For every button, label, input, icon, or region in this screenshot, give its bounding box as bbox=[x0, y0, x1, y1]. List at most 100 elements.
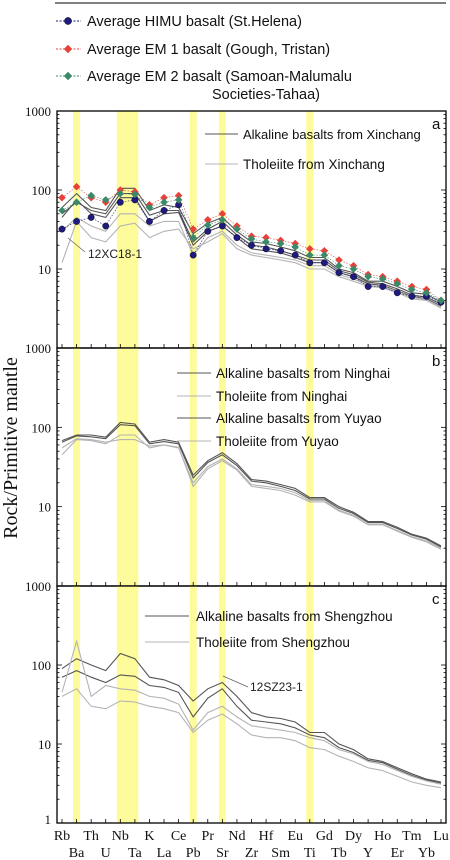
highlight-band-Ba bbox=[73, 348, 81, 586]
annotation-leader bbox=[67, 237, 86, 253]
y-ticks bbox=[57, 347, 446, 587]
em2-point bbox=[408, 285, 416, 294]
panel-legend-label: Tholeiite from Shengzhou bbox=[196, 635, 350, 650]
himu-point bbox=[277, 247, 285, 255]
em2-point bbox=[87, 191, 95, 200]
em2-point bbox=[116, 189, 125, 198]
em2-point bbox=[145, 203, 154, 212]
y-tick-label: 100 bbox=[32, 420, 52, 435]
panel-c: 1000 100 10 1 c Alkaline basalts from Shengzh… bbox=[25, 579, 447, 827]
sample-annotation: 12SZ23-1 bbox=[250, 680, 303, 694]
y-ticks bbox=[57, 110, 446, 349]
em2-point bbox=[320, 251, 329, 259]
em2-point bbox=[218, 215, 227, 224]
x-tick-label-tm: Tm bbox=[402, 829, 422, 844]
legend-label: Average EM 2 basalt (Samoan-Malumalu bbox=[87, 69, 352, 85]
em1-point bbox=[218, 209, 227, 218]
panel-b: 1000 100 10 b Alkaline basalts from Ninghai T… bbox=[25, 341, 447, 587]
x-tick-label-y: Y bbox=[363, 846, 373, 860]
legend-label-continued: Societies-Tahaa) bbox=[212, 87, 320, 103]
alkaline-sample-line bbox=[61, 652, 442, 783]
himu-point bbox=[379, 283, 387, 290]
em2-point bbox=[203, 221, 212, 229]
himu-point bbox=[262, 245, 270, 253]
x-tick-label-pr: Pr bbox=[202, 829, 215, 844]
em2-point bbox=[306, 251, 314, 259]
legend-label: Average EM 1 basalt (Gough, Tristan) bbox=[87, 42, 330, 58]
em1-point bbox=[335, 256, 343, 264]
panel-frame bbox=[56, 347, 447, 587]
x-tick-label-lu: Lu bbox=[433, 829, 449, 844]
alkaline-sample-line bbox=[61, 669, 442, 784]
himu-point bbox=[306, 259, 314, 267]
panel-legend-label: Alkaline basalts from Ninghai bbox=[216, 366, 390, 381]
em2-point bbox=[349, 265, 358, 273]
em1-point bbox=[160, 193, 168, 202]
x-tick-label-pb: Pb bbox=[186, 846, 201, 860]
y-tick-label: 100 bbox=[32, 183, 52, 198]
em2-point bbox=[72, 198, 81, 207]
panel-legend-label: Tholeiite from Yuyao bbox=[216, 434, 339, 449]
highlight-band-Nb bbox=[116, 586, 139, 823]
x-tick-label-zr: Zr bbox=[245, 846, 259, 860]
himu-point bbox=[233, 234, 241, 241]
tholeiite-sample-line bbox=[61, 438, 442, 550]
em1-point bbox=[58, 193, 66, 202]
y-tick-label: 10 bbox=[38, 262, 51, 277]
y-tick-label: 10 bbox=[38, 500, 51, 515]
panel-legend-label: Tholeiite from Ninghai bbox=[216, 389, 347, 404]
em2-point bbox=[247, 235, 256, 243]
em2-point bbox=[160, 198, 168, 207]
x-tick-label-ta: Ta bbox=[128, 846, 143, 860]
em1-point bbox=[189, 225, 197, 233]
em1-point bbox=[203, 215, 212, 224]
himu-point bbox=[189, 251, 197, 259]
chart-panels: 1000 100 10 a Alkaline basalts from Xinchang… bbox=[25, 104, 447, 827]
em2-point bbox=[437, 296, 445, 305]
em2-point bbox=[131, 190, 139, 199]
highlight-band-Pb bbox=[189, 348, 197, 586]
x-tick-label-dy: Dy bbox=[345, 829, 362, 844]
highlight-band-Sr bbox=[218, 586, 226, 823]
em2-point bbox=[393, 279, 402, 288]
himu-point bbox=[408, 292, 416, 300]
highlight-band-Nb bbox=[116, 348, 139, 586]
x-tick-label-eu: Eu bbox=[287, 829, 303, 844]
x-tick-label-th: Th bbox=[83, 829, 99, 844]
panel-frame bbox=[56, 110, 447, 349]
highlight-band-Sr bbox=[218, 348, 226, 586]
tholeiite-sample-line bbox=[61, 213, 442, 308]
legend-marker-diamond bbox=[63, 44, 73, 54]
em2-point bbox=[335, 261, 343, 270]
y-tick-label: 1000 bbox=[25, 579, 51, 594]
em1-point bbox=[262, 233, 270, 242]
x-tick-label-rb: Rb bbox=[54, 829, 70, 844]
panel-legend-label: Alkaline basalts from Shengzhou bbox=[196, 609, 393, 624]
em2-point bbox=[291, 243, 300, 251]
highlight-band-Ba bbox=[73, 111, 81, 348]
x-tick-label-la: La bbox=[157, 846, 173, 860]
himu-point bbox=[160, 207, 168, 214]
himu-point bbox=[335, 269, 343, 277]
himu-point bbox=[248, 241, 255, 249]
em2-point bbox=[422, 288, 431, 297]
y-tick-label: 1000 bbox=[25, 104, 51, 119]
panel-legend-label: Alkaline basalts from Yuyao bbox=[216, 411, 382, 426]
annotation-leader bbox=[222, 675, 249, 688]
legend-marker-diamond bbox=[63, 71, 73, 81]
y-tick-label: 1000 bbox=[25, 341, 51, 356]
himu-point bbox=[364, 283, 372, 290]
panel-legend-label: Alkaline basalts from Xinchang bbox=[243, 127, 421, 142]
himu-point bbox=[87, 213, 95, 221]
x-tick-label-er: Er bbox=[391, 846, 405, 860]
em2-point bbox=[189, 233, 197, 242]
himu-point bbox=[204, 227, 212, 235]
em2-point bbox=[378, 275, 387, 283]
tholeiite-sample-line bbox=[61, 220, 442, 309]
himu-point bbox=[73, 218, 80, 225]
legend-label: Average HIMU basalt (St.Helena) bbox=[87, 14, 302, 30]
x-tick-label-u: U bbox=[101, 846, 111, 860]
em1-point bbox=[174, 191, 183, 200]
panel-letter: c bbox=[432, 591, 440, 608]
